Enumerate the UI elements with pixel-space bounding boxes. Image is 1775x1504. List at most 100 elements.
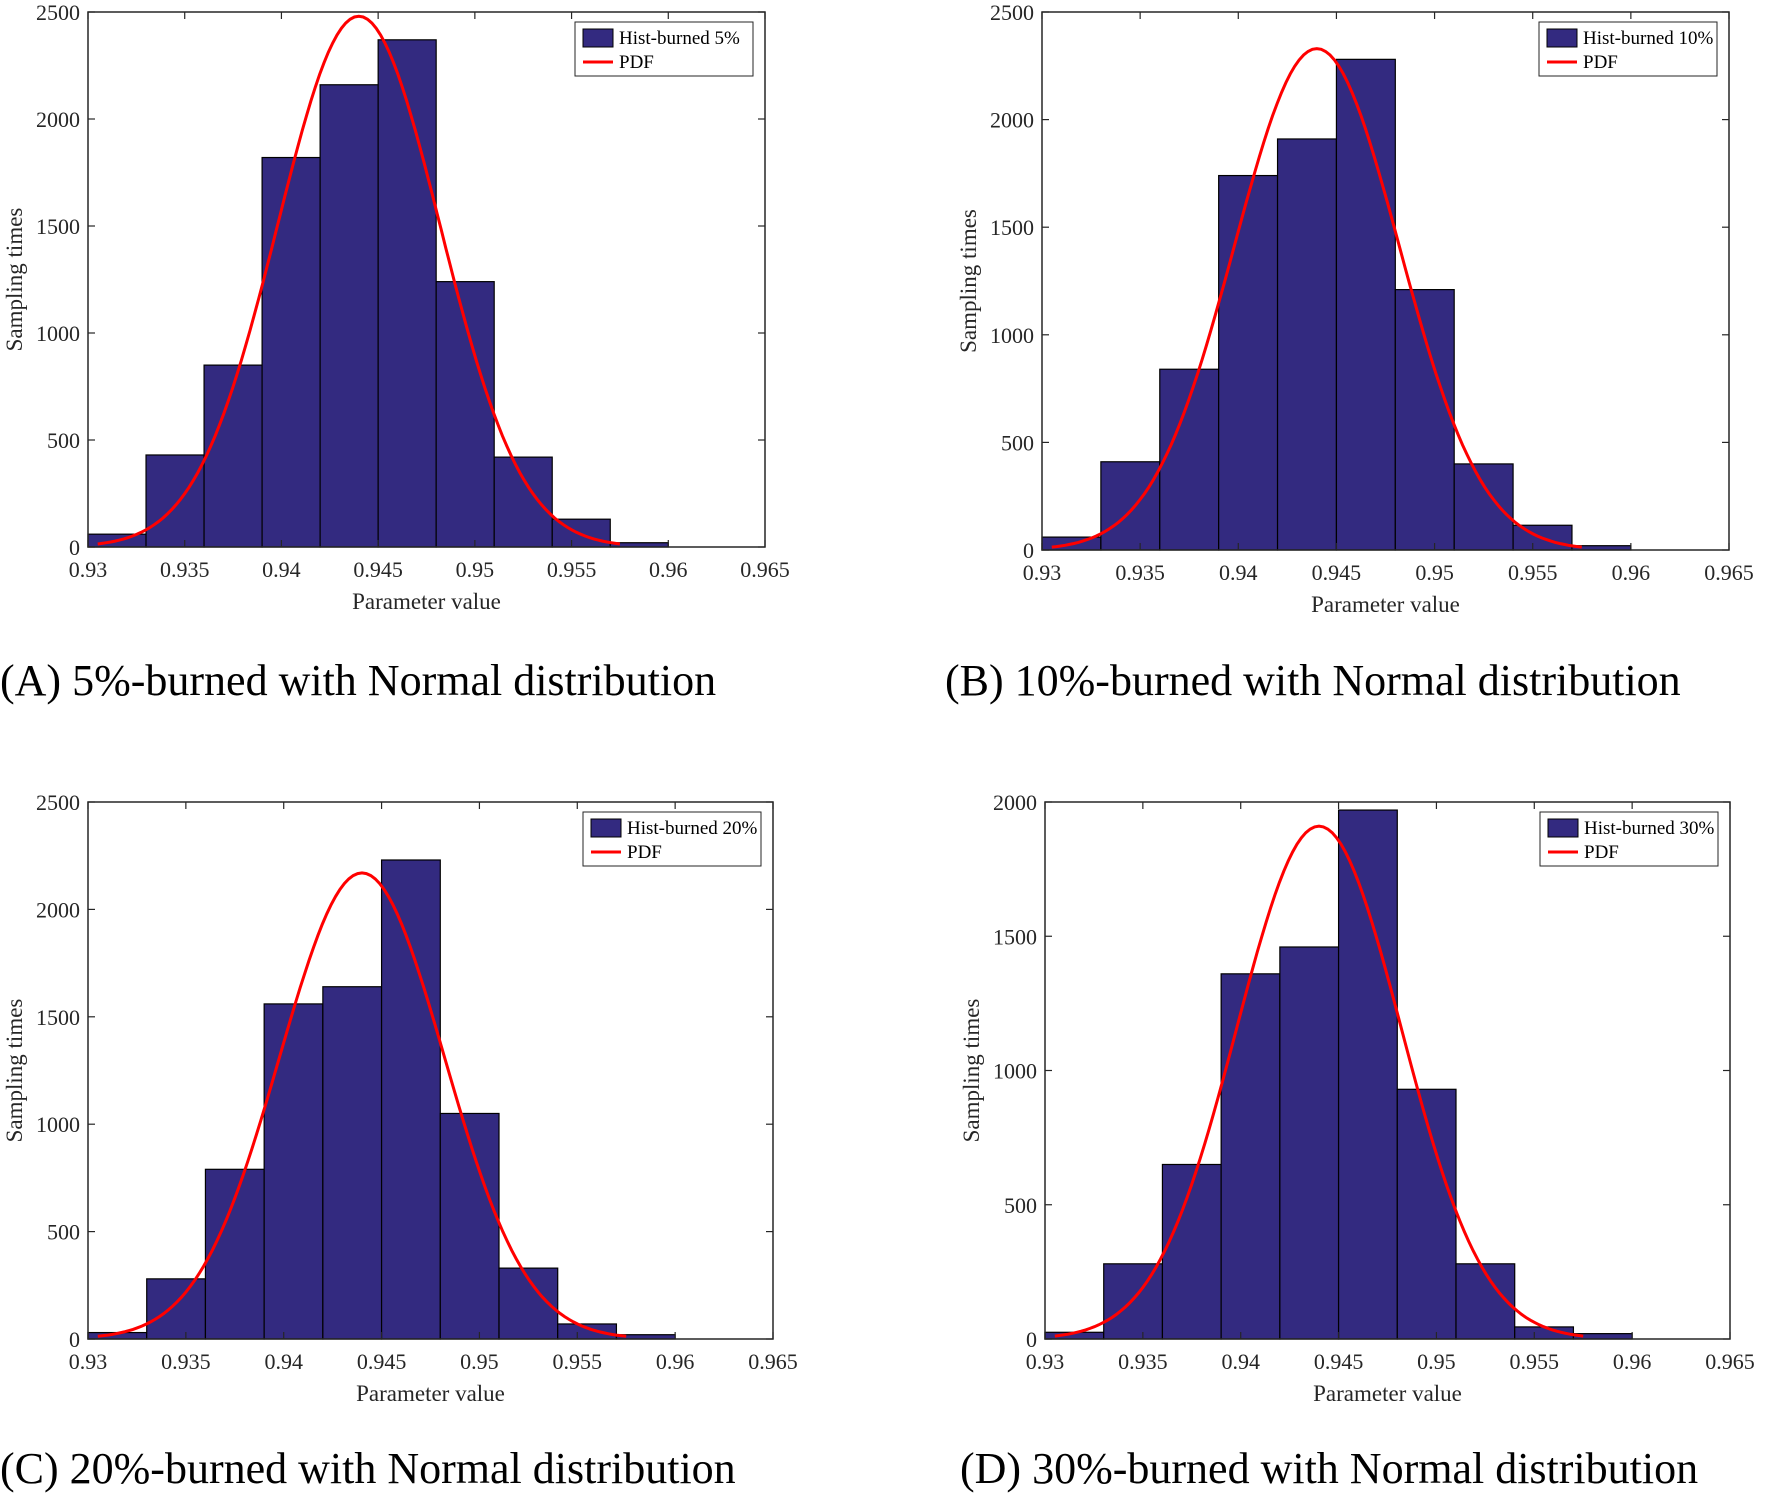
chart-c: 0.93 0.935 0.94 0.945 0.95 0.955 0.96 0.965 0 500… [2,790,798,1406]
x-axis-label: Parameter value [356,1381,505,1406]
y-tick-label: 2000 [993,790,1037,815]
caption-d: (D) 30%-burned with Normal distribution [960,1444,1699,1493]
legend-label-pdf: PDF [619,52,654,73]
x-axis-label: Parameter value [352,589,501,614]
legend-label-pdf: PDF [1583,52,1618,73]
chart-panel-c: 0.93 0.935 0.94 0.945 0.95 0.955 0.96 0.965 0 500… [0,790,798,1420]
y-tick-label: 0 [1023,538,1034,563]
x-tick-label: 0.96 [1612,560,1651,585]
x-tick-label: 0.955 [1510,1349,1560,1374]
x-tick-label: 0.945 [353,557,403,582]
x-tick-label: 0.965 [740,557,790,582]
y-tick-label: 1500 [990,215,1034,240]
x-tick-label: 0.935 [161,1349,211,1374]
histogram-bar [1335,58,1396,551]
histogram-bar [1453,463,1514,551]
histogram-bar [1276,138,1338,551]
pdf-curve [1051,47,1582,549]
x-tick-label: 0.955 [553,1349,603,1374]
legend-swatch-histogram [590,818,622,838]
chart-panel-a: 0.93 0.935 0.94 0.945 0.95 0.955 0.96 0.965 0 500… [0,0,790,620]
x-tick-label: 0.96 [656,1349,695,1374]
chart-d: 0.93 0.935 0.94 0.945 0.95 0.955 0.96 0.965 0 500… [959,790,1755,1406]
axes-box [1041,11,1730,551]
histogram-bar [203,364,263,548]
histogram-bar [1220,973,1281,1340]
y-tick-label: 1500 [36,1005,80,1030]
x-axis-label: Parameter value [1313,1381,1462,1406]
legend-swatch-histogram [1546,28,1578,48]
x-tick-label: 0.93 [69,1349,108,1374]
chart-panel-d: 0.93 0.935 0.94 0.945 0.95 0.955 0.96 0.965 0 500… [890,790,1775,1420]
y-axis-label: Sampling times [2,208,27,352]
x-tick-label: 0.94 [1221,1349,1260,1374]
caption-a: (A) 5%-burned with Normal distribution [0,656,717,705]
chart-panel-b: 0.93 0.935 0.94 0.945 0.95 0.955 0.96 0.965 0 500… [890,0,1775,620]
histogram-bar [145,454,205,548]
histogram-bar [1279,946,1340,1340]
x-tick-label: 0.935 [160,557,210,582]
legend: Hist-burned 10% PDF [1538,21,1718,77]
x-tick-label: 0.95 [1417,1349,1456,1374]
legend-label-pdf: PDF [627,842,662,863]
legend-label-histogram: Hist-burned 20% [627,818,758,839]
legend-label-histogram: Hist-burned 30% [1584,818,1715,839]
x-tick-label: 0.965 [748,1349,798,1374]
legend-label-histogram: Hist-burned 5% [619,28,740,49]
pdf-curve [97,871,627,1338]
histogram-bar [319,84,379,548]
chart-a: 0.93 0.935 0.94 0.945 0.95 0.955 0.96 0.965 0 500… [2,0,790,614]
legend-label-histogram: Hist-burned 10% [1583,28,1714,49]
histogram-bar [1455,1263,1516,1340]
y-axis-label: Sampling times [956,209,981,353]
axes-box [87,801,774,1340]
histogram-bar [1396,1088,1457,1340]
histogram-bar [1337,809,1398,1340]
histogram-bar [493,456,553,548]
y-tick-label: 2000 [36,897,80,922]
y-tick-label: 1500 [36,214,80,239]
x-tick-label: 0.955 [1508,560,1558,585]
legend-label-pdf: PDF [1584,842,1619,863]
histogram-bar [1218,174,1279,551]
pdf-curve [1054,824,1584,1338]
y-tick-label: 0 [69,1327,80,1352]
axes-box [87,11,766,548]
y-axis-label: Sampling times [959,999,984,1143]
x-axis-label: Parameter value [1311,592,1460,617]
x-tick-label: 0.96 [649,557,688,582]
x-tick-label: 0.93 [1023,560,1062,585]
y-tick-label: 1000 [990,323,1034,348]
caption-b: (B) 10%-burned with Normal distribution [945,656,1681,705]
caption-c: (C) 20%-burned with Normal distribution [0,1444,736,1493]
histogram-bar [439,1112,500,1340]
histogram-bar [1103,1263,1164,1340]
legend: Hist-burned 30% PDF [1539,811,1719,867]
x-tick-label: 0.96 [1613,1349,1652,1374]
y-tick-label: 500 [1004,1193,1037,1218]
y-tick-label: 2500 [36,790,80,815]
x-tick-label: 0.95 [456,557,495,582]
legend: Hist-burned 20% PDF [582,811,762,867]
y-tick-label: 0 [69,535,80,560]
x-tick-label: 0.95 [460,1349,499,1374]
y-axis-label: Sampling times [2,999,27,1143]
x-tick-label: 0.955 [547,557,597,582]
histogram-bar [380,859,441,1340]
pdf-curve [97,14,621,546]
histogram-bar [261,156,321,548]
histogram-bar [322,986,383,1340]
histogram-bar [1394,289,1455,551]
y-tick-label: 1000 [36,321,80,346]
x-tick-label: 0.93 [1026,1349,1065,1374]
x-tick-label: 0.945 [357,1349,407,1374]
y-tick-label: 2500 [36,0,80,25]
histogram-bar [1161,1163,1222,1340]
y-tick-label: 2500 [990,0,1034,25]
legend-swatch-histogram [582,28,614,48]
histogram-bar [263,1003,324,1340]
x-tick-label: 0.965 [1704,560,1754,585]
histogram-bar [1100,461,1161,551]
x-tick-label: 0.94 [1219,560,1258,585]
histogram-bar [557,1323,618,1340]
